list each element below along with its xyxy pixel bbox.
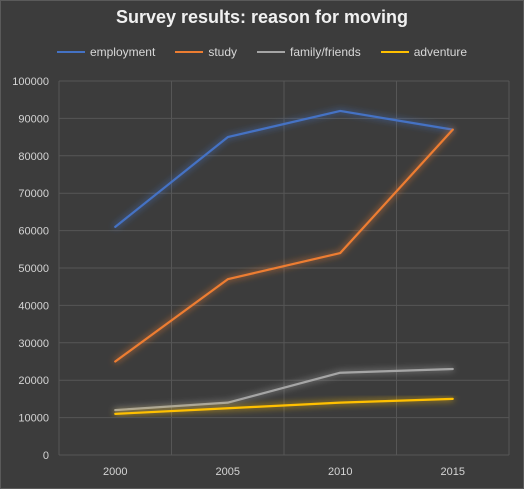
y-tick-label: 30000 — [18, 338, 49, 350]
legend: employment study family/friends adventure — [1, 45, 523, 59]
y-tick-label: 60000 — [18, 226, 49, 238]
y-tick-label: 20000 — [18, 375, 49, 387]
series-line-family-friends — [114, 367, 454, 412]
legend-label: study — [208, 45, 237, 59]
legend-label: employment — [89, 45, 156, 59]
x-tick-label: 2010 — [328, 466, 352, 478]
series-line-employment — [114, 109, 454, 228]
series-line-adventure — [114, 397, 454, 415]
chart-title: Survey results: reason for moving — [115, 7, 409, 27]
legend-label: adventure — [413, 45, 468, 59]
legend-item-family-friends: family/friends — [257, 45, 361, 59]
y-tick-label: 50000 — [18, 263, 49, 275]
y-tick-label: 40000 — [18, 300, 49, 312]
y-tick-label: 10000 — [18, 413, 49, 425]
y-tick-label: 80000 — [18, 151, 49, 163]
y-tick-label: 90000 — [18, 113, 49, 125]
series-line-study — [114, 128, 454, 363]
x-tick-label: 2015 — [441, 466, 465, 478]
y-tick-label: 100000 — [12, 76, 49, 88]
y-tick-label: 70000 — [18, 188, 49, 200]
legend-swatch — [175, 51, 204, 53]
legend-label: family/friends — [290, 45, 361, 59]
legend-swatch — [257, 51, 285, 53]
legend-swatch — [380, 51, 409, 53]
x-tick-label: 2005 — [216, 466, 240, 478]
x-tick-label: 2000 — [103, 466, 127, 478]
legend-item-adventure: adventure — [380, 45, 468, 59]
legend-item-study: study — [175, 45, 237, 59]
legend-swatch — [56, 51, 85, 53]
legend-item-employment: employment — [56, 45, 156, 59]
y-tick-label: 0 — [43, 450, 49, 462]
